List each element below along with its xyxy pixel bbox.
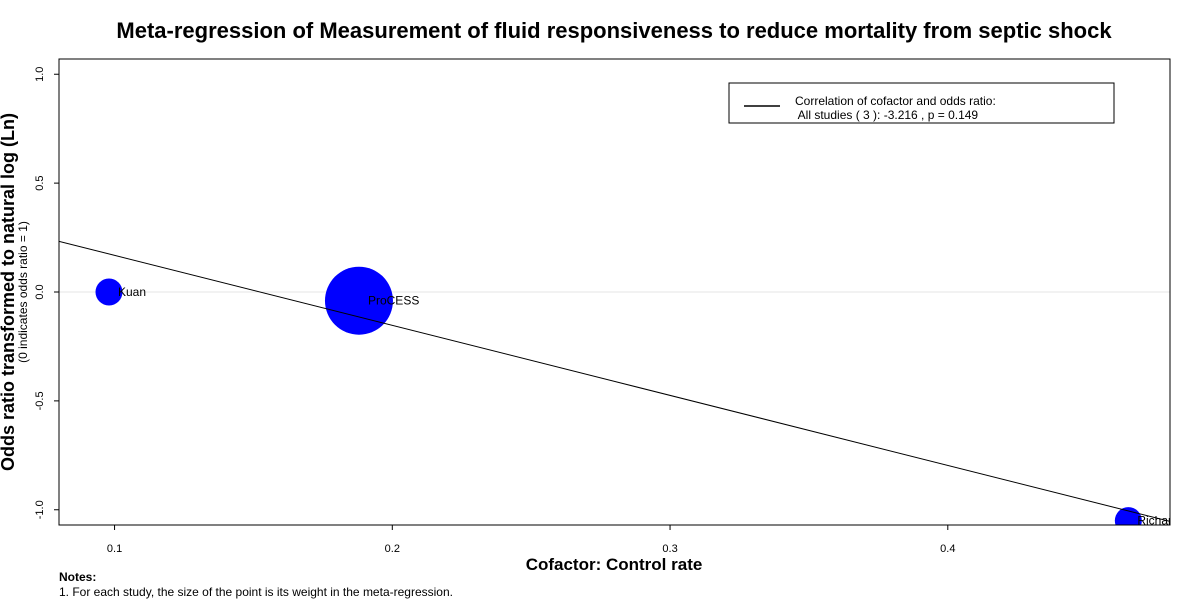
chart-title: Meta-regression of Measurement of fluid …: [116, 18, 1112, 43]
data-point-1: [95, 278, 123, 306]
regression-line: [59, 240, 1170, 522]
x-tick-label: 0.4: [940, 543, 955, 555]
y-tick-label: -0.5: [34, 391, 46, 410]
y-axis-sublabel: (0 indicates odds ratio = 1): [16, 221, 30, 363]
legend-box: [728, 82, 1115, 124]
y-axis-label: Odds ratio transformed to natural log (L…: [0, 113, 18, 471]
point-label-2: ProCESS: [368, 294, 419, 308]
x-axis-label: Cofactor: Control rate: [526, 555, 703, 574]
legend: Correlation of cofactor and odds ratio: …: [728, 82, 1115, 124]
y-tick-label: 1.0: [34, 67, 46, 82]
legend-text-line1: Correlation of cofactor and odds ratio:: [795, 94, 996, 108]
legend-text-line2: All studies ( 3 ): -3.216 , p = 0.149: [795, 108, 978, 122]
point-label-1: Kuan: [118, 285, 146, 299]
data-point-2: [324, 266, 393, 335]
y-tick-label: 0.0: [34, 284, 46, 299]
x-tick-label: 0.1: [107, 543, 122, 555]
notes-heading: Notes:: [59, 570, 97, 584]
y-tick-label: -1.0: [34, 500, 46, 519]
y-tick-label: 0.5: [34, 175, 46, 190]
notes-line-1: 1. For each study, the size of the point…: [59, 585, 453, 599]
data-point-3: [1114, 507, 1142, 525]
data-layer: Kuan ProCESS Richard: [59, 240, 1178, 528]
plot-area: Kuan ProCESS Richard 0.1 0.2 0.3 0.4 -1.0 -0.5 0.…: [34, 58, 1178, 555]
x-tick-label: 0.2: [385, 543, 400, 555]
x-tick-label: 0.3: [662, 543, 677, 555]
point-label-3: Richard: [1137, 514, 1178, 528]
